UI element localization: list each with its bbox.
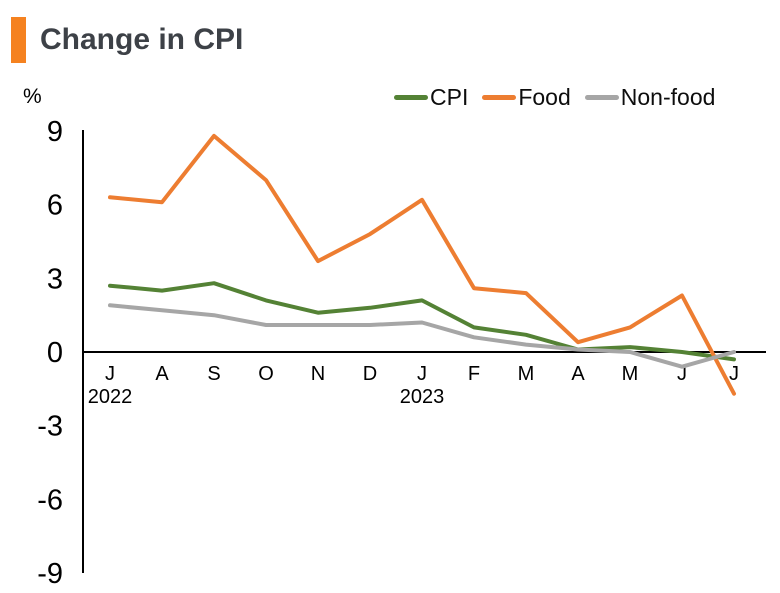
legend-label-food: Food	[518, 84, 571, 110]
y-axis-unit-label: %	[23, 85, 42, 108]
x-axis-month-label: J	[417, 363, 427, 385]
x-axis-month-label: F	[468, 363, 480, 385]
x-axis-year-label: 2023	[400, 386, 445, 408]
chart-legend: CPI Food Non-food	[394, 84, 715, 111]
y-axis-tick-label: 3	[47, 263, 63, 295]
x-axis-month-label: S	[207, 363, 220, 385]
legend-label-nonfood: Non-food	[620, 84, 716, 110]
y-axis-tick-label: -6	[37, 484, 63, 516]
x-axis-month-label: A	[571, 363, 585, 385]
legend-label-cpi: CPI	[430, 84, 469, 110]
legend-line-swatch-cpi-icon	[394, 95, 428, 100]
title-accent-bar-icon	[11, 17, 26, 63]
y-axis-tick-label: -9	[37, 558, 63, 590]
x-axis-month-label: J	[677, 363, 687, 385]
x-axis-month-label: A	[155, 363, 169, 385]
title-section: Change in CPI	[11, 17, 243, 63]
x-axis-month-label: D	[363, 363, 377, 385]
legend-line-swatch-food-icon	[482, 95, 517, 100]
x-axis-month-label: M	[622, 363, 639, 385]
y-axis-tick-label: 0	[47, 337, 63, 369]
legend-item-nonfood: Non-food	[584, 84, 716, 111]
y-axis-tick-label: -3	[37, 411, 63, 443]
x-axis-year-label: 2022	[88, 386, 133, 408]
legend-item-food: Food	[482, 84, 571, 111]
series-line-food	[108, 133, 736, 396]
series-line-cpi	[108, 281, 736, 362]
x-axis-month-label: O	[258, 363, 274, 385]
x-axis-month-label: M	[518, 363, 535, 385]
x-axis-month-label: J	[105, 363, 115, 385]
y-axis-tick-label: 9	[47, 116, 63, 148]
series-line-non-food	[108, 303, 736, 369]
legend-item-cpi: CPI	[394, 84, 468, 111]
page-title: Change in CPI	[40, 23, 244, 56]
legend-line-swatch-nonfood-icon	[584, 95, 619, 100]
x-axis-month-label: N	[311, 363, 325, 385]
x-axis-month-label: J	[729, 363, 739, 385]
y-axis-tick-label: 6	[47, 190, 63, 222]
